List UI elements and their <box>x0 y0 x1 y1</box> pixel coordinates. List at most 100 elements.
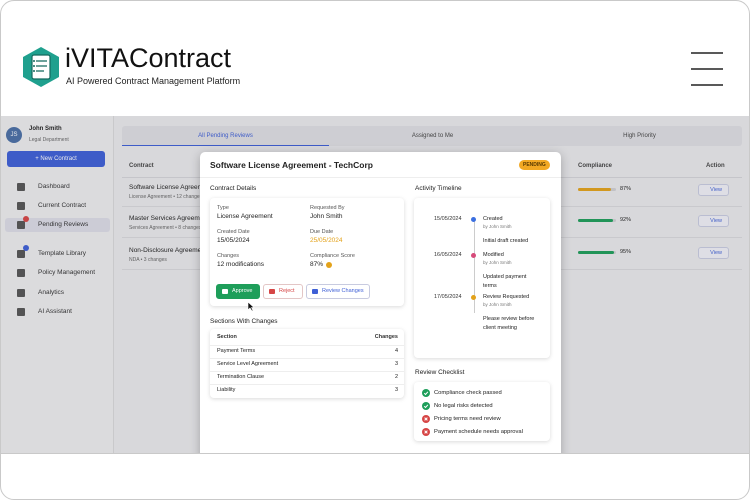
checklist-item: No legal risks detected <box>434 403 493 409</box>
nav-label: AI Assistant <box>38 308 72 315</box>
nav-item[interactable]: Current Contract <box>5 199 110 213</box>
nav-item[interactable]: AI Assistant <box>5 305 110 319</box>
compliance-label: 95% <box>620 249 632 255</box>
nav-label: Dashboard <box>38 183 70 190</box>
user-department: Legal Department <box>29 137 69 143</box>
checklist-card: Compliance check passed No legal risks de… <box>414 382 550 441</box>
action-button[interactable]: Reject <box>263 284 303 299</box>
app-screenshot: JS John Smith Legal Department + New Contra… <box>1 116 749 454</box>
detail-label: Requested By <box>310 205 345 211</box>
timeline-dot <box>471 253 476 258</box>
detail-value: 25/05/2024 <box>310 237 343 244</box>
view-button[interactable]: View <box>698 247 729 259</box>
nav-label: Current Contract <box>38 202 87 209</box>
view-button[interactable]: View <box>698 215 729 227</box>
nav-icon <box>17 269 25 277</box>
tab[interactable]: High Priority <box>623 133 656 139</box>
tab[interactable]: All Pending Reviews <box>122 126 329 146</box>
compliance-label: 87% <box>620 186 632 192</box>
divider <box>1 453 749 454</box>
compliance-track <box>578 251 616 254</box>
nav-icon <box>17 221 25 229</box>
timeline-note: Please review before client meeting <box>483 316 535 331</box>
section-changes: 3 <box>394 361 398 367</box>
contract-title: Master Services Agreement <box>129 215 209 222</box>
nav-label: Policy Management <box>38 269 96 276</box>
nav-item[interactable]: Pending Reviews <box>5 216 110 232</box>
nav-badge <box>23 216 29 222</box>
nav-item[interactable]: Template Library <box>5 245 110 261</box>
section-changes: 2 <box>394 374 398 380</box>
details-card: Type License Agreement Requested By John Sm… <box>210 198 404 306</box>
section-heading: Contract Details <box>210 185 257 192</box>
nav-icon <box>17 183 25 191</box>
timeline-date: 17/05/2024 <box>434 294 462 300</box>
table-header: Compliance <box>578 163 613 169</box>
timeline-date: 16/05/2024 <box>434 252 462 258</box>
timeline-by: by John Smith <box>483 224 512 229</box>
sidebar: JS John Smith Legal Department + New Contra… <box>1 116 114 454</box>
tab[interactable]: Assigned to Me <box>411 133 454 139</box>
nav-item[interactable]: Dashboard <box>5 180 110 194</box>
avatar: JS <box>6 127 22 143</box>
timeline-dot <box>471 295 476 300</box>
logo <box>23 47 59 87</box>
timeline-event: Review Requested <box>483 294 530 300</box>
nav-icon <box>17 289 25 297</box>
view-button[interactable]: View <box>698 184 729 196</box>
section-heading: Activity Timeline <box>415 185 462 192</box>
checklist-item: Compliance check passed <box>434 390 502 396</box>
sections-rule <box>210 345 404 346</box>
timeline-date: 15/05/2024 <box>434 216 462 222</box>
section-name: Termination Clause <box>217 374 265 380</box>
checklist-item: Payment schedule needs approval <box>434 429 523 435</box>
nav-icon <box>17 308 25 316</box>
modal: Software License Agreement - TechCorp PEN… <box>200 152 561 454</box>
button-icon <box>312 289 318 294</box>
contract-title: Software License Agreement <box>129 184 213 191</box>
timeline-by: by John Smith <box>483 260 512 265</box>
nav-icon <box>17 202 25 210</box>
nav-item[interactable]: Policy Management <box>5 266 110 280</box>
section-heading: Review Checklist <box>415 369 465 376</box>
timeline-card: 15/05/2024 Created by John Smith Initial dr… <box>414 198 550 358</box>
app-title: iVITAContract <box>65 43 232 73</box>
sections-rule <box>210 371 404 372</box>
score-dot <box>326 262 332 268</box>
nav-label: Pending Reviews <box>38 221 89 228</box>
nav-item[interactable]: Analytics <box>5 286 110 300</box>
table-header: Action <box>706 163 725 169</box>
tab-bar: All Pending Reviews Assigned to Me High Pr… <box>122 126 742 146</box>
detail-label: Type <box>217 205 229 211</box>
contract-subtitle: Services Agreement • 8 changes <box>129 225 202 231</box>
checklist-item: Pricing terms need review <box>434 416 501 422</box>
timeline-dot <box>471 217 476 222</box>
detail-value: John Smith <box>310 213 343 220</box>
compliance-bar <box>578 219 613 222</box>
action-button[interactable]: Review Changes <box>306 284 370 299</box>
table-header: Contract <box>129 163 154 169</box>
detail-value: 12 modifications <box>217 261 264 268</box>
section-heading: Sections With Changes <box>210 318 278 325</box>
fail-icon <box>422 428 430 436</box>
nav-label: Template Library <box>38 250 87 257</box>
nav-badge <box>23 245 29 251</box>
section-changes: 3 <box>394 387 398 393</box>
timeline-note: Initial draft created <box>483 238 529 244</box>
menu-button[interactable] <box>689 49 725 89</box>
section-name: Liability <box>217 387 236 393</box>
compliance-bar <box>578 188 612 191</box>
sections-card: Section Changes Payment Terms 4 Service Leve… <box>210 329 404 398</box>
app-subtitle: AI Powered Contract Management Platform <box>66 76 241 86</box>
action-button[interactable]: Approve <box>216 284 260 299</box>
contract-subtitle: NDA • 3 changes <box>129 257 167 263</box>
detail-label: Created Date <box>217 229 250 235</box>
new-contract-button[interactable]: + New Contract <box>7 151 105 167</box>
contract-title: Non-Disclosure Agreement <box>129 247 207 254</box>
timeline-line <box>473 218 475 313</box>
button-icon <box>269 289 275 294</box>
sections-rule <box>210 358 404 359</box>
nav-label: Analytics <box>38 289 65 296</box>
detail-label: Compliance Score <box>310 253 355 259</box>
